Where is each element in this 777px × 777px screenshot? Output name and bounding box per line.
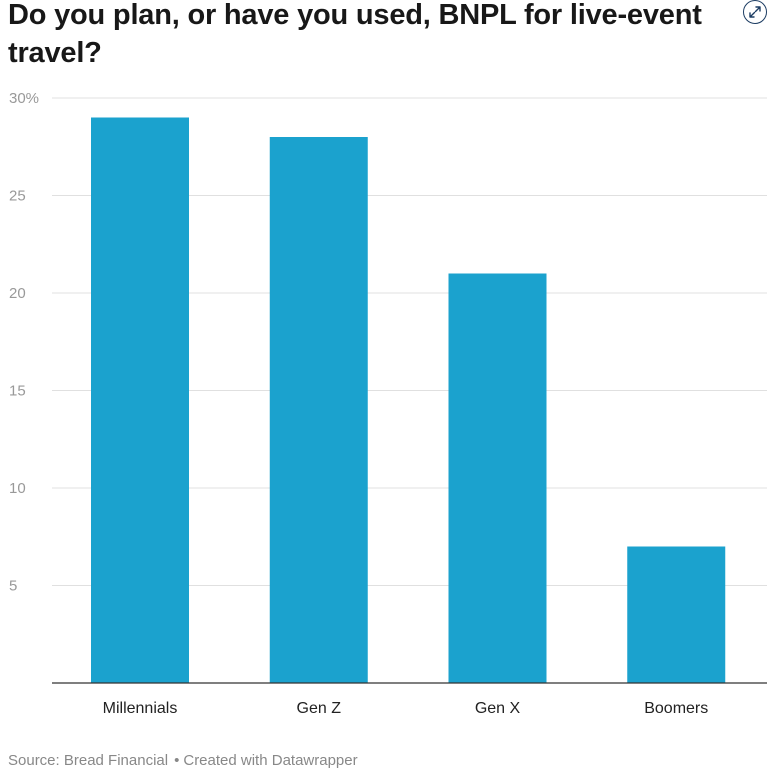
y-tick-label: 30% <box>9 90 39 107</box>
bar-chart: 5 10 15 20 25 30% Millennials Gen Z Gen X Boomers <box>9 90 767 717</box>
chart-title: Do you plan, or have you used, BNPL for … <box>8 0 702 69</box>
y-tick-label: 15 <box>9 383 26 400</box>
y-tick-label: 5 <box>9 578 17 595</box>
source-line: Source: Bread Financial • Created with Dat… <box>8 751 358 771</box>
bar-boomers[interactable] <box>627 546 726 684</box>
x-tick-label: Millennials <box>103 700 178 717</box>
created-with-label: Created with Datawrapper <box>183 752 358 769</box>
y-tick-label: 10 <box>9 480 26 497</box>
bar-gen-z[interactable] <box>269 137 368 683</box>
x-tick-label: Boomers <box>644 700 708 717</box>
bar-millennials[interactable] <box>91 117 189 684</box>
y-tick-label: 25 <box>9 188 26 205</box>
expand-button[interactable] <box>743 0 767 24</box>
y-tick-label: 20 <box>9 285 26 302</box>
bar-gen-x[interactable] <box>448 273 547 684</box>
footer-separator: • <box>174 752 180 769</box>
x-tick-label: Gen X <box>475 700 521 717</box>
source-label: Source: Bread Financial <box>8 752 169 769</box>
expand-arrows-icon <box>749 6 761 18</box>
x-tick-label: Gen Z <box>297 700 342 717</box>
